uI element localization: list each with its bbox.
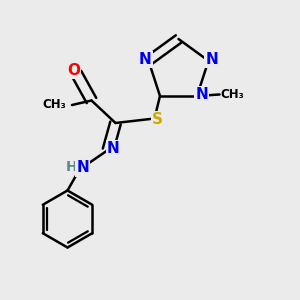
Text: N: N <box>139 52 151 67</box>
Text: O: O <box>67 63 80 78</box>
Text: N: N <box>206 52 218 67</box>
Text: N: N <box>195 87 208 102</box>
Text: H: H <box>66 160 78 174</box>
Text: CH₃: CH₃ <box>221 88 244 101</box>
Text: N: N <box>107 141 120 156</box>
Text: N: N <box>76 160 89 175</box>
Text: S: S <box>152 112 163 128</box>
Text: CH₃: CH₃ <box>42 98 66 112</box>
